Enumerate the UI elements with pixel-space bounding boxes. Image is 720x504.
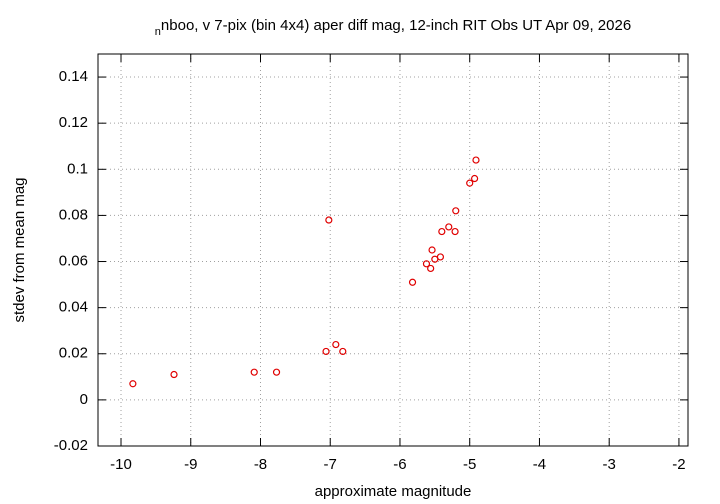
point: [466, 179, 474, 187]
y-axis-label: stdev from mean mag: [11, 177, 28, 322]
point: [339, 347, 347, 356]
point: [438, 227, 446, 236]
y-tick-label: 0.12: [59, 114, 88, 131]
x-tick-label: -9: [184, 456, 197, 473]
point: [452, 207, 460, 215]
point: [250, 368, 258, 376]
x-axis-label: approximate magnitude: [315, 483, 472, 500]
x-tick-label: -6: [393, 456, 406, 473]
x-tick-label: -8: [254, 456, 267, 473]
y-tick-label: 0.06: [59, 252, 88, 269]
point: [428, 246, 436, 254]
point: [445, 223, 453, 231]
y-tick-label: 0: [80, 391, 88, 408]
x-tick-label: -2: [672, 456, 685, 473]
point: [472, 156, 480, 164]
plot-border: [97, 53, 689, 447]
x-tick-label: -5: [463, 456, 476, 473]
point: [408, 278, 417, 286]
x-tick-label: -7: [324, 456, 337, 473]
x-tick-label: -3: [603, 456, 616, 473]
y-tick-label: 0.02: [59, 345, 88, 362]
point: [129, 380, 137, 388]
point: [470, 174, 479, 183]
point: [322, 347, 330, 356]
chart-title: nnboo, v 7-pix (bin 4x4) aper diff mag, …: [155, 17, 631, 38]
point: [427, 264, 435, 273]
title-text: nboo, v 7-pix (bin 4x4) aper diff mag, 1…: [161, 17, 631, 34]
y-tick-label: -0.02: [54, 437, 88, 454]
y-tick-label: 0.1: [67, 160, 88, 177]
point: [325, 216, 333, 224]
title-subscript: n: [155, 26, 161, 38]
x-tick-label: -4: [533, 456, 546, 473]
x-tick-label: -10: [110, 456, 132, 473]
point: [451, 227, 459, 236]
point: [170, 370, 178, 379]
point: [436, 253, 445, 261]
point: [272, 368, 281, 376]
point: [422, 260, 431, 268]
point: [332, 340, 340, 349]
y-tick-label: 0.08: [59, 206, 88, 223]
y-tick-label: 0.14: [59, 68, 88, 85]
y-tick-label: 0.04: [59, 299, 88, 316]
